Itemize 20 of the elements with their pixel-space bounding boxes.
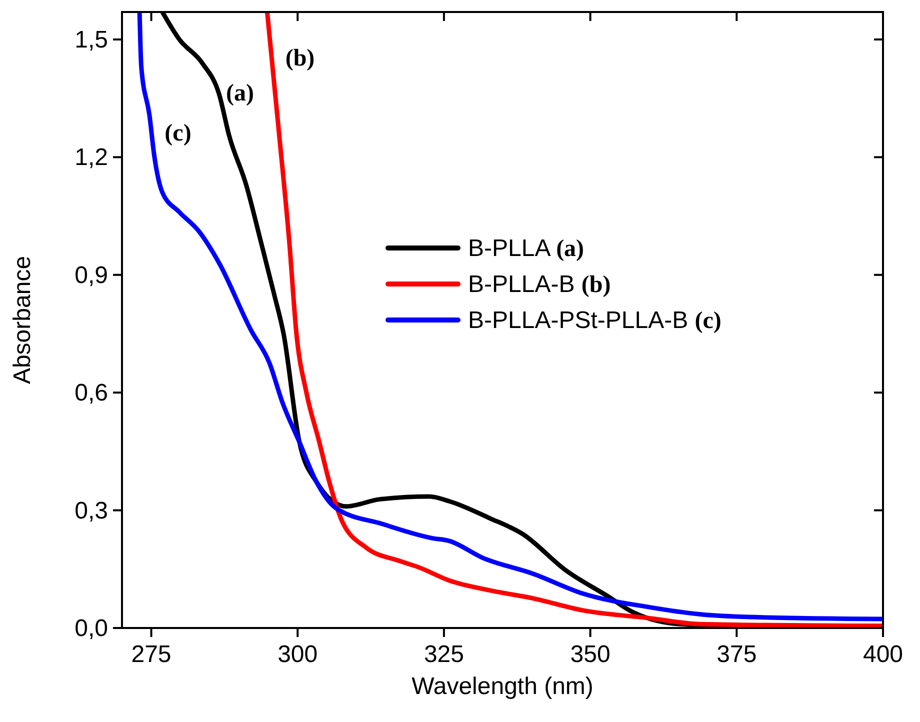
x-tick-label: 400 <box>862 641 904 668</box>
y-tick-label: 1,2 <box>74 144 108 172</box>
annotation: (c) <box>164 120 192 147</box>
x-tick-label: 300 <box>278 641 318 668</box>
x-tick-label: 325 <box>424 641 464 668</box>
annotation: (b) <box>285 46 315 72</box>
y-tick-label: 0,3 <box>74 497 108 524</box>
y-tick-label: 0,0 <box>74 615 108 642</box>
x-tick-label: 375 <box>716 641 757 668</box>
legend-label: B-PLLA (a) <box>468 235 584 262</box>
legend-label: B-PLLA-PSt-PLLA-B (c) <box>468 307 722 334</box>
y-tick-label: 1,5 <box>74 26 108 54</box>
annotation: (a) <box>226 80 254 107</box>
x-tick-label: 275 <box>131 641 172 668</box>
x-axis-title: Wavelength (nm) <box>412 673 594 700</box>
y-tick-label: 0,6 <box>74 380 108 407</box>
y-axis-title: Absorbance <box>9 256 36 384</box>
y-tick-label: 0,9 <box>74 262 108 289</box>
x-tick-label: 350 <box>570 641 610 668</box>
legend-label: B-PLLA-B (b) <box>468 271 611 298</box>
